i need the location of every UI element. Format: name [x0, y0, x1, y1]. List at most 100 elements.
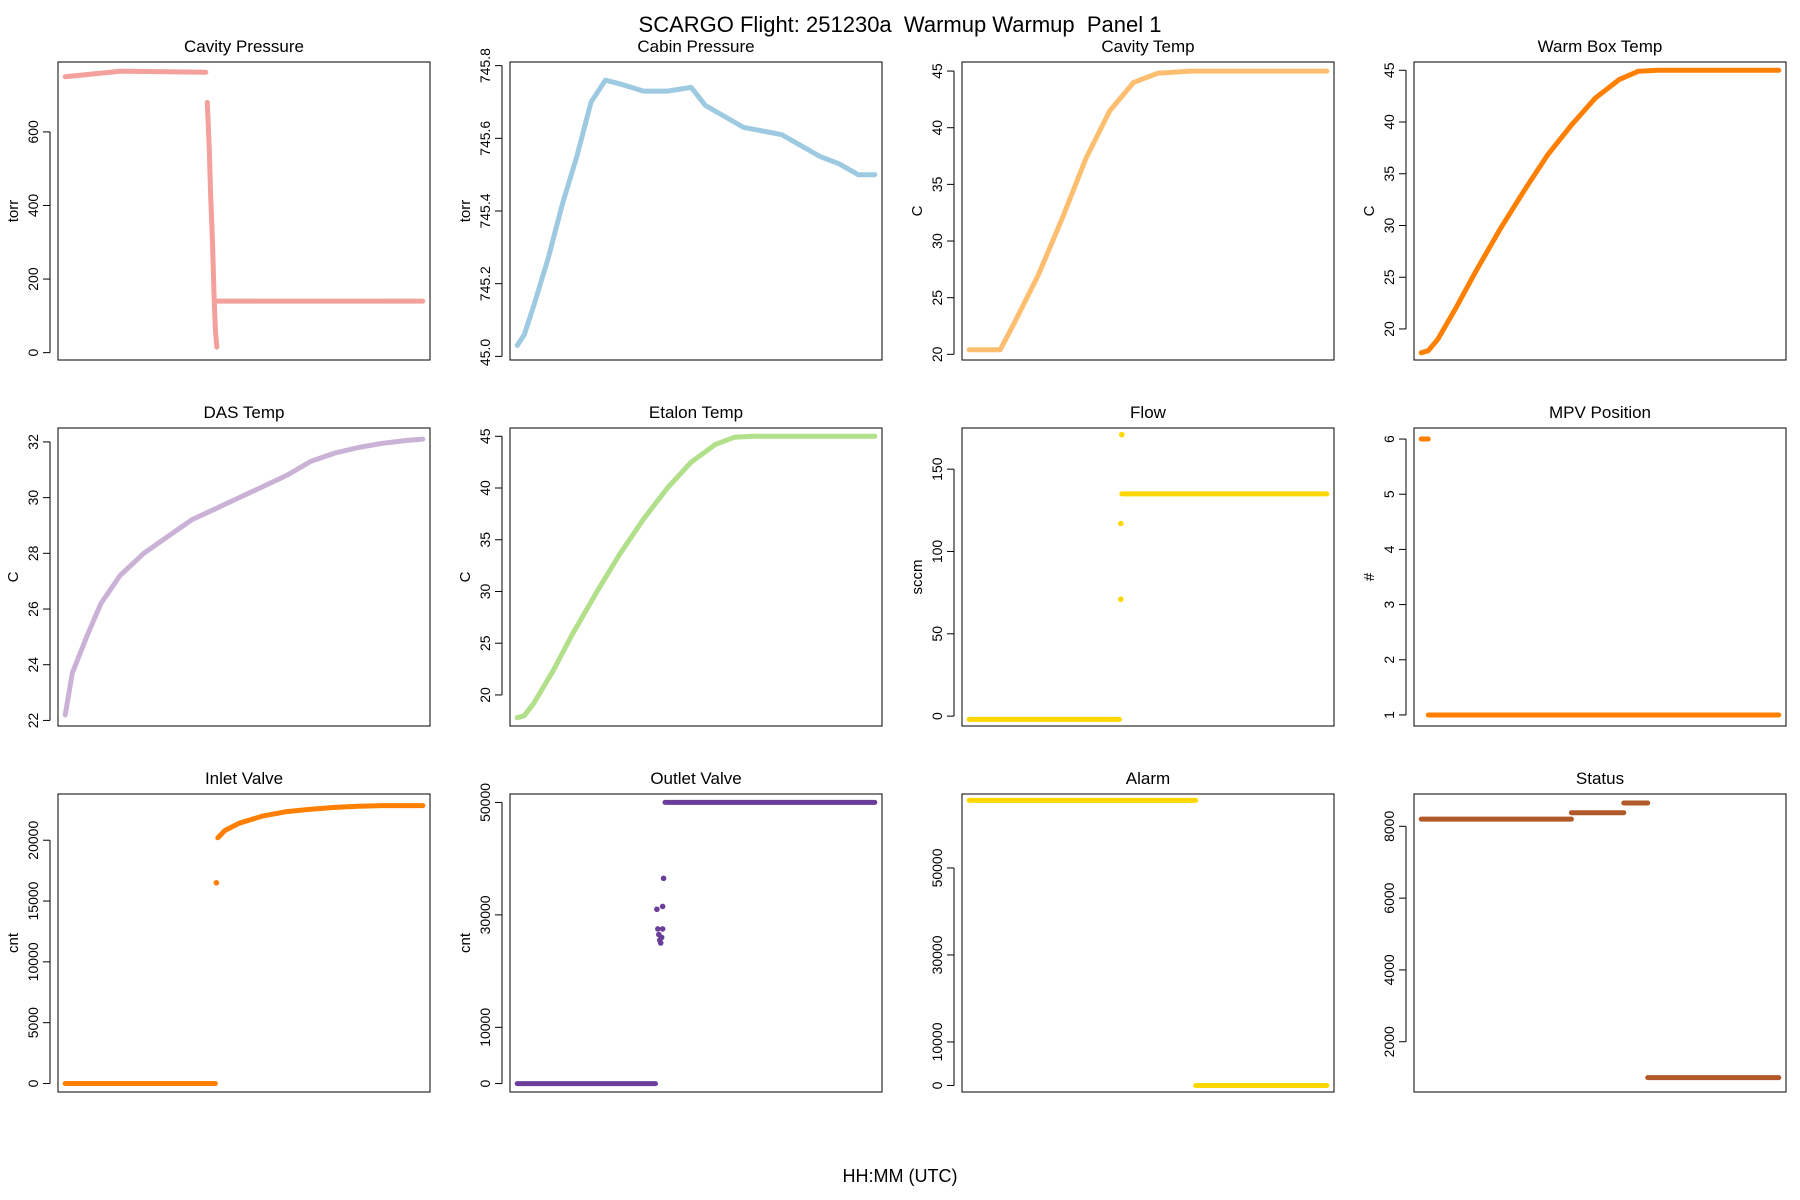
warm-box-temp-y-label: C	[1361, 205, 1378, 216]
das-temp-y-label: C	[5, 571, 22, 582]
warm-box-temp-chart: Warm Box Temp19:1019:2019:3019:4019:5020…	[1361, 37, 1787, 361]
cavity-temp-y-label: C	[909, 205, 926, 216]
figure-title: SCARGO Flight: 251230a Warmup Warmup Pan…	[638, 12, 1162, 37]
inlet-valve-data-point	[213, 879, 220, 886]
cabin-pressure-data-trace	[514, 77, 878, 348]
alarm-y-tick-label: 30000	[929, 935, 945, 974]
cabin-pressure-chart: Cabin Pressure19:1019:2019:3019:4019:507…	[457, 37, 883, 366]
das-temp-chart: DAS Temp19:1019:2019:3019:4019:502224262…	[5, 403, 431, 728]
alarm-plot-frame	[961, 793, 1335, 1093]
das-temp-y-tick-label: 22	[25, 712, 41, 728]
cavity-temp-chart: Cavity Temp19:1019:2019:3019:4019:502025…	[909, 37, 1335, 362]
warm-box-temp-data-trace	[1418, 67, 1782, 356]
inlet-valve-y-label: cnt	[5, 932, 22, 953]
x-axis-label: HH:MM (UTC)	[842, 1166, 958, 1186]
status-y-tick-label: 2000	[1381, 1026, 1397, 1057]
das-temp-title: DAS Temp	[204, 403, 285, 422]
outlet-valve-data-point	[658, 934, 665, 941]
inlet-valve-y-tick-label: 10000	[25, 942, 41, 981]
flow-y-label: sccm	[909, 560, 926, 595]
mpv-position-plot-frame	[1413, 427, 1787, 727]
cavity-pressure-data-trace	[62, 68, 209, 80]
inlet-valve-data-trace	[215, 803, 426, 841]
etalon-temp-plot-frame	[509, 427, 883, 727]
cabin-pressure-y-tick-label: 745.6	[477, 121, 493, 156]
etalon-temp-y-label: C	[457, 571, 474, 582]
outlet-valve-y-tick-label: 30000	[477, 895, 493, 934]
das-temp-y-tick-label: 30	[25, 490, 41, 506]
cavity-temp-plot-frame	[961, 61, 1335, 361]
alarm-y-tick-label: 50000	[929, 848, 945, 887]
etalon-temp-data-trace	[514, 433, 878, 721]
outlet-valve-y-tick-label: 10000	[477, 1008, 493, 1047]
status-y-tick-label: 4000	[1381, 954, 1397, 985]
warm-box-temp-y-tick-label: 25	[1381, 269, 1397, 285]
cavity-temp-y-tick-label: 25	[929, 290, 945, 306]
flow-data-point	[1118, 596, 1124, 603]
outlet-valve-data-point	[659, 926, 666, 932]
flow-data-point	[1118, 431, 1125, 438]
das-temp-y-tick-label: 26	[25, 601, 41, 617]
cavity-pressure-title: Cavity Pressure	[184, 37, 304, 56]
outlet-valve-data-point	[654, 906, 660, 913]
outlet-valve-data-point	[659, 903, 666, 910]
status-y-tick-label: 6000	[1381, 882, 1397, 913]
inlet-valve-y-tick-label: 15000	[25, 881, 41, 920]
status-plot-frame	[1413, 793, 1787, 1093]
outlet-valve-title: Outlet Valve	[650, 769, 741, 788]
cavity-temp-data-trace	[966, 68, 1330, 353]
cavity-temp-y-tick-label: 40	[929, 120, 945, 136]
status-title: Status	[1576, 769, 1624, 788]
cabin-pressure-y-label: torr	[457, 200, 474, 223]
cavity-pressure-chart: Cavity Pressure19:1019:2019:3019:4019:50…	[5, 37, 431, 361]
das-temp-y-tick-label: 24	[25, 657, 41, 673]
cabin-pressure-plot-frame	[509, 61, 883, 361]
etalon-temp-title: Etalon Temp	[649, 403, 743, 422]
cabin-pressure-y-tick-label: 745.0	[477, 339, 493, 366]
flow-y-tick-label: 0	[929, 712, 945, 720]
das-temp-plot-frame	[57, 427, 431, 727]
cavity-pressure-y-label: torr	[5, 200, 22, 223]
alarm-y-tick-label: 10000	[929, 1022, 945, 1061]
flow-y-tick-label: 100	[929, 540, 945, 564]
flow-y-tick-label: 150	[929, 457, 945, 481]
warm-box-temp-y-tick-label: 40	[1381, 114, 1397, 130]
das-temp-y-tick-label: 32	[25, 434, 41, 450]
flow-y-tick-label: 50	[929, 626, 945, 642]
inlet-valve-title: Inlet Valve	[205, 769, 283, 788]
flow-data-point	[1118, 520, 1124, 527]
etalon-temp-y-tick-label: 40	[477, 480, 493, 496]
outlet-valve-chart: Outlet Valve19:1019:2019:3019:4019:50010…	[457, 769, 883, 1093]
inlet-valve-y-tick-label: 5000	[25, 1007, 41, 1038]
flow-chart: Flow19:1019:2019:3019:4019:50050100150sc…	[909, 403, 1335, 727]
cabin-pressure-title: Cabin Pressure	[637, 37, 754, 56]
cavity-pressure-y-tick-label: 600	[25, 120, 41, 144]
alarm-y-tick-label: 0	[929, 1081, 945, 1089]
das-temp-data-trace	[62, 436, 426, 718]
das-temp-y-tick-label: 28	[25, 545, 41, 561]
mpv-position-y-tick-label: 4	[1381, 545, 1397, 553]
inlet-valve-plot-frame	[57, 793, 431, 1093]
cavity-pressure-plot-frame	[57, 61, 431, 361]
flow-title: Flow	[1130, 403, 1167, 422]
outlet-valve-y-label: cnt	[457, 932, 474, 953]
mpv-position-title: MPV Position	[1549, 403, 1651, 422]
etalon-temp-y-tick-label: 35	[477, 532, 493, 548]
alarm-title: Alarm	[1126, 769, 1170, 788]
etalon-temp-y-tick-label: 20	[477, 687, 493, 703]
cabin-pressure-y-tick-label: 745.8	[477, 48, 493, 83]
etalon-temp-y-tick-label: 45	[477, 428, 493, 444]
warm-box-temp-title: Warm Box Temp	[1538, 37, 1663, 56]
status-chart: Status19:1019:2019:3019:4019:50200040006…	[1381, 769, 1787, 1093]
warm-box-temp-y-tick-label: 30	[1381, 217, 1397, 233]
mpv-position-y-label: #	[1361, 572, 1378, 581]
warm-box-temp-plot-frame	[1413, 61, 1787, 361]
outlet-valve-data-point	[660, 875, 667, 882]
cavity-pressure-y-tick-label: 0	[25, 349, 41, 357]
status-y-tick-label: 8000	[1381, 811, 1397, 842]
mpv-position-y-tick-label: 1	[1381, 711, 1397, 719]
warm-box-temp-y-tick-label: 45	[1381, 62, 1397, 78]
cavity-temp-y-tick-label: 45	[929, 63, 945, 79]
mpv-position-y-tick-label: 6	[1381, 435, 1397, 443]
